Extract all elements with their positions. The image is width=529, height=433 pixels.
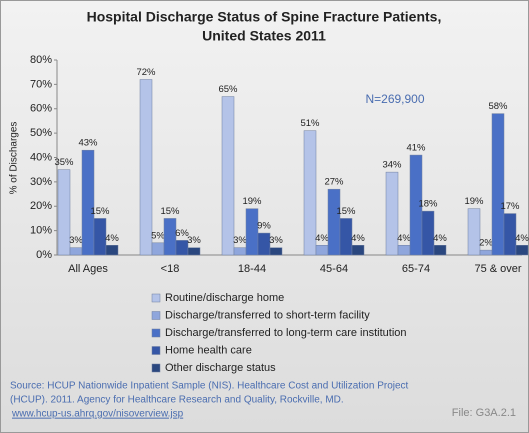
value-label: 51% (300, 118, 320, 129)
bar (385, 171, 399, 256)
bar (467, 208, 481, 256)
bar (515, 245, 529, 256)
value-label: 19% (464, 196, 484, 207)
x-tick-label: <18 (161, 263, 180, 275)
legend-swatch (151, 328, 161, 338)
bar (81, 149, 95, 256)
bar (339, 218, 353, 256)
value-label: 4% (397, 233, 411, 244)
value-label: 72% (136, 67, 156, 78)
legend-swatch (151, 346, 161, 355)
legend-swatch (151, 311, 161, 320)
x-tick-label: 18-44 (238, 263, 266, 275)
value-label: 9% (257, 221, 271, 232)
chart-title: Hospital Discharge Status of Spine Fract… (87, 9, 442, 25)
x-tick-label: All Ages (68, 263, 108, 275)
bar (163, 218, 177, 256)
value-label: 3% (269, 235, 283, 246)
legend-label: Home health care (165, 344, 252, 356)
legend-label: Discharge/transferred to short-term faci… (165, 309, 370, 321)
bar (433, 245, 447, 256)
value-label: 5% (151, 230, 165, 241)
bar (479, 249, 493, 256)
bar (93, 218, 107, 256)
value-label: 58% (488, 101, 508, 112)
bar (57, 169, 71, 256)
value-label: 4% (315, 233, 329, 244)
file-label: File: G3A.2.1 (452, 407, 516, 419)
bar (491, 113, 505, 256)
value-label: 3% (187, 235, 201, 246)
bar (151, 242, 165, 256)
value-label: 34% (382, 160, 402, 171)
value-label: 18% (418, 199, 438, 210)
value-label: 4% (351, 233, 365, 244)
y-axis-label: % of Discharges (9, 122, 20, 195)
bar (269, 247, 283, 256)
bar (233, 247, 247, 256)
bar (421, 210, 435, 256)
x-tick-label: 45-64 (320, 263, 348, 275)
value-label: 3% (69, 235, 83, 246)
bar (327, 188, 341, 256)
value-label: 43% (78, 138, 98, 149)
legend-label: Routine/discharge home (165, 292, 284, 304)
value-label: 35% (54, 157, 74, 168)
value-label: 2% (479, 238, 493, 249)
value-label: 17% (500, 201, 520, 212)
bar (397, 245, 411, 256)
bar (315, 245, 329, 256)
bar (257, 232, 271, 256)
value-label: 6% (175, 228, 189, 239)
chart-subtitle: United States 2011 (202, 28, 326, 44)
y-tick-label: 80% (30, 54, 52, 66)
source-text: (HCUP). 2011. Agency for Healthcare Rese… (10, 395, 344, 406)
y-tick-label: 20% (30, 200, 52, 212)
y-tick-label: 50% (30, 127, 52, 139)
value-label: 4% (433, 233, 447, 244)
x-tick-label: 75 & over (474, 263, 521, 275)
value-label: 15% (90, 206, 110, 217)
source-text: Source: HCUP Nationwide Inpatient Sample… (10, 381, 409, 392)
legend-label: Discharge/transferred to long-term care … (165, 327, 407, 339)
value-label: 4% (105, 233, 119, 244)
y-tick-label: 70% (30, 78, 52, 90)
y-tick-label: 10% (30, 225, 52, 237)
source-link[interactable]: www.hcup-us.ahrq.gov/nisoverview.jsp (11, 409, 184, 420)
y-tick-label: 0% (36, 249, 52, 261)
bar (187, 247, 201, 256)
y-tick-label: 60% (30, 103, 52, 115)
value-label: 65% (218, 84, 238, 95)
legend-label: Other discharge status (165, 362, 276, 374)
bar (105, 245, 119, 256)
bar (139, 79, 153, 256)
x-tick-label: 65-74 (402, 263, 430, 275)
legend-swatch (151, 363, 161, 373)
bar (245, 208, 259, 256)
bar (221, 96, 235, 256)
annotation: N=269,900 (365, 92, 424, 106)
bar (503, 213, 517, 256)
value-label: 27% (324, 177, 344, 188)
bar (303, 130, 317, 256)
y-tick-label: 40% (30, 151, 52, 163)
value-label: 4% (515, 233, 529, 244)
value-label: 15% (160, 206, 180, 217)
bar (69, 247, 83, 256)
y-tick-label: 30% (30, 176, 52, 188)
bar (409, 154, 423, 256)
value-label: 15% (336, 206, 356, 217)
value-label: 41% (406, 143, 426, 154)
legend-swatch (151, 293, 161, 303)
bar (351, 245, 365, 256)
value-label: 3% (233, 235, 247, 246)
value-label: 19% (242, 196, 262, 207)
